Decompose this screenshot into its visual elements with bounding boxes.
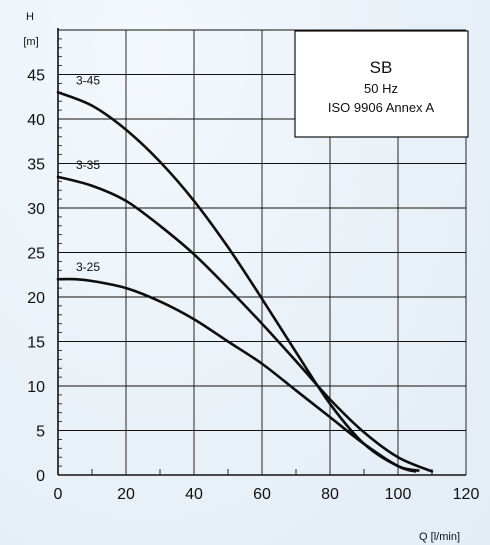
legend-title: SB [370,58,393,77]
tick-labels: 0 20 40 60 80 100 120 0 5 10 15 20 25 30 35 40 45 [27,68,479,504]
legend-standard: ISO 9906 Annex A [328,100,435,115]
x-tick-label: 120 [453,486,480,503]
series-line-3-35 [56,175,434,473]
y-tick-label: 5 [36,424,45,441]
series-line-3-45 [56,91,420,472]
series-line-3-25 [56,277,417,473]
x-tick-label: 60 [253,486,271,503]
x-axis-label: Q [l/min] [419,531,460,543]
y-tick-label: 20 [27,290,45,307]
x-tick-label: 0 [54,486,63,503]
series-label-3-45: 3-45 [76,73,100,87]
legend-frequency: 50 Hz [364,81,398,96]
legend-box: SB 50 Hz ISO 9906 Annex A [294,30,469,138]
y-tick-label: 15 [27,335,45,352]
y-tick-label: 30 [27,201,45,218]
y-tick-label: 0 [36,468,45,485]
series-label-3-25: 3-25 [76,260,100,274]
y-axis-unit: [m] [23,36,38,48]
x-tick-label: 80 [321,486,339,503]
x-tick-label: 20 [117,486,135,503]
x-tick-label: 40 [185,486,203,503]
y-axis-symbol: H [26,11,34,23]
series-lines [56,91,434,473]
series-label-3-35: 3-35 [76,158,100,172]
y-tick-label: 45 [27,68,45,85]
y-tick-label: 10 [27,379,45,396]
y-tick-label: 35 [27,157,45,174]
series-labels: 3-45 3-35 3-25 [76,73,100,274]
y-tick-label: 25 [27,246,45,263]
axes [57,28,466,476]
x-tick-label: 100 [385,486,412,503]
y-tick-label: 40 [27,112,45,129]
